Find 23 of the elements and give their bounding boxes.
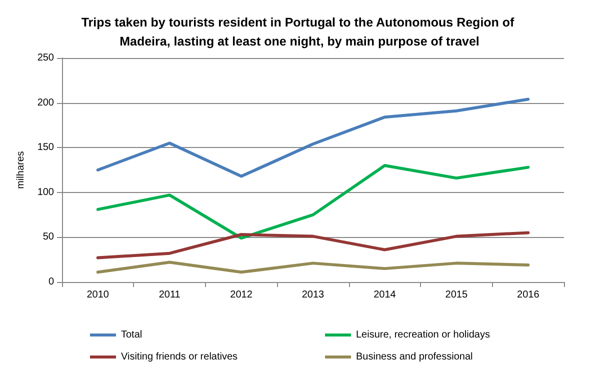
legend-label: Visiting friends or relatives <box>121 352 238 362</box>
y-axis-title: milhares <box>16 151 26 189</box>
x-tick-label: 2012 <box>230 290 253 300</box>
x-tick-label: 2011 <box>158 290 181 300</box>
y-tick-label: 150 <box>37 142 54 154</box>
x-tick-label: 2014 <box>374 290 396 300</box>
x-tick-label: 2010 <box>86 290 110 300</box>
legend-label: Leisure, recreation or holidays <box>356 330 490 340</box>
chart-title: Trips taken by tourists resident in Portugal to the Autonomous Region of Madeira, lasting at least one night, by main purpose of travel <box>81 16 518 48</box>
y-tick-label: 50 <box>42 232 54 243</box>
x-tick-label: 2015 <box>445 290 468 300</box>
legend-label: Business and professional <box>356 352 473 362</box>
y-tick-label: 200 <box>37 97 54 108</box>
legend-label: Total <box>121 330 142 340</box>
line-series <box>96 98 530 178</box>
line-series <box>96 231 530 260</box>
y-tick-label: 100 <box>37 186 54 198</box>
line-series <box>96 164 530 240</box>
line-series <box>96 260 530 274</box>
x-tick-label: 2013 <box>302 290 325 300</box>
x-tick-label: 2016 <box>517 290 540 300</box>
y-tick-label: 0 <box>48 276 54 288</box>
y-tick-label: 250 <box>37 52 54 64</box>
